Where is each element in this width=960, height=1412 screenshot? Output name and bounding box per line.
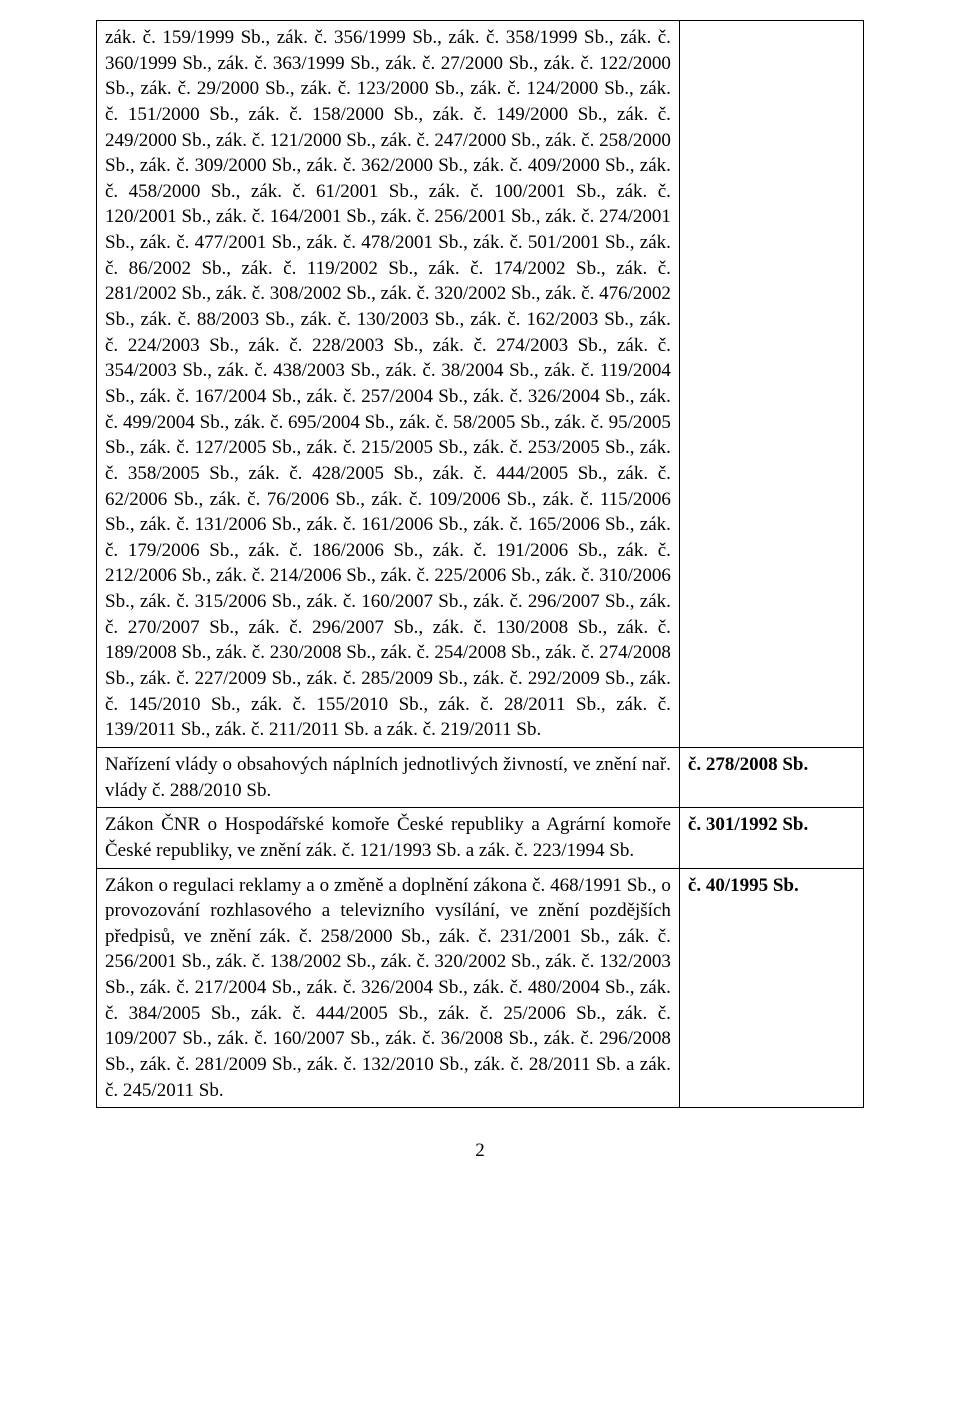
- cell-reference: č. 278/2008 Sb.: [679, 747, 863, 807]
- cell-description: Zákon o regulaci reklamy a o změně a dop…: [97, 868, 680, 1108]
- page-number: 2: [96, 1138, 864, 1164]
- cell-description: Zákon ČNR o Hospodářské komoře České rep…: [97, 808, 680, 868]
- table-row: Zákon ČNR o Hospodářské komoře České rep…: [97, 808, 864, 868]
- cell-reference: č. 40/1995 Sb.: [679, 868, 863, 1108]
- cell-description: zák. č. 159/1999 Sb., zák. č. 356/1999 S…: [97, 21, 680, 748]
- legal-references-table: zák. č. 159/1999 Sb., zák. č. 356/1999 S…: [96, 20, 864, 1108]
- table-row: Zákon o regulaci reklamy a o změně a dop…: [97, 868, 864, 1108]
- cell-reference: č. 301/1992 Sb.: [679, 808, 863, 868]
- cell-description: Nařízení vlády o obsahových náplních jed…: [97, 747, 680, 807]
- cell-reference: [679, 21, 863, 748]
- table-row: Nařízení vlády o obsahových náplních jed…: [97, 747, 864, 807]
- table-row: zák. č. 159/1999 Sb., zák. č. 356/1999 S…: [97, 21, 864, 748]
